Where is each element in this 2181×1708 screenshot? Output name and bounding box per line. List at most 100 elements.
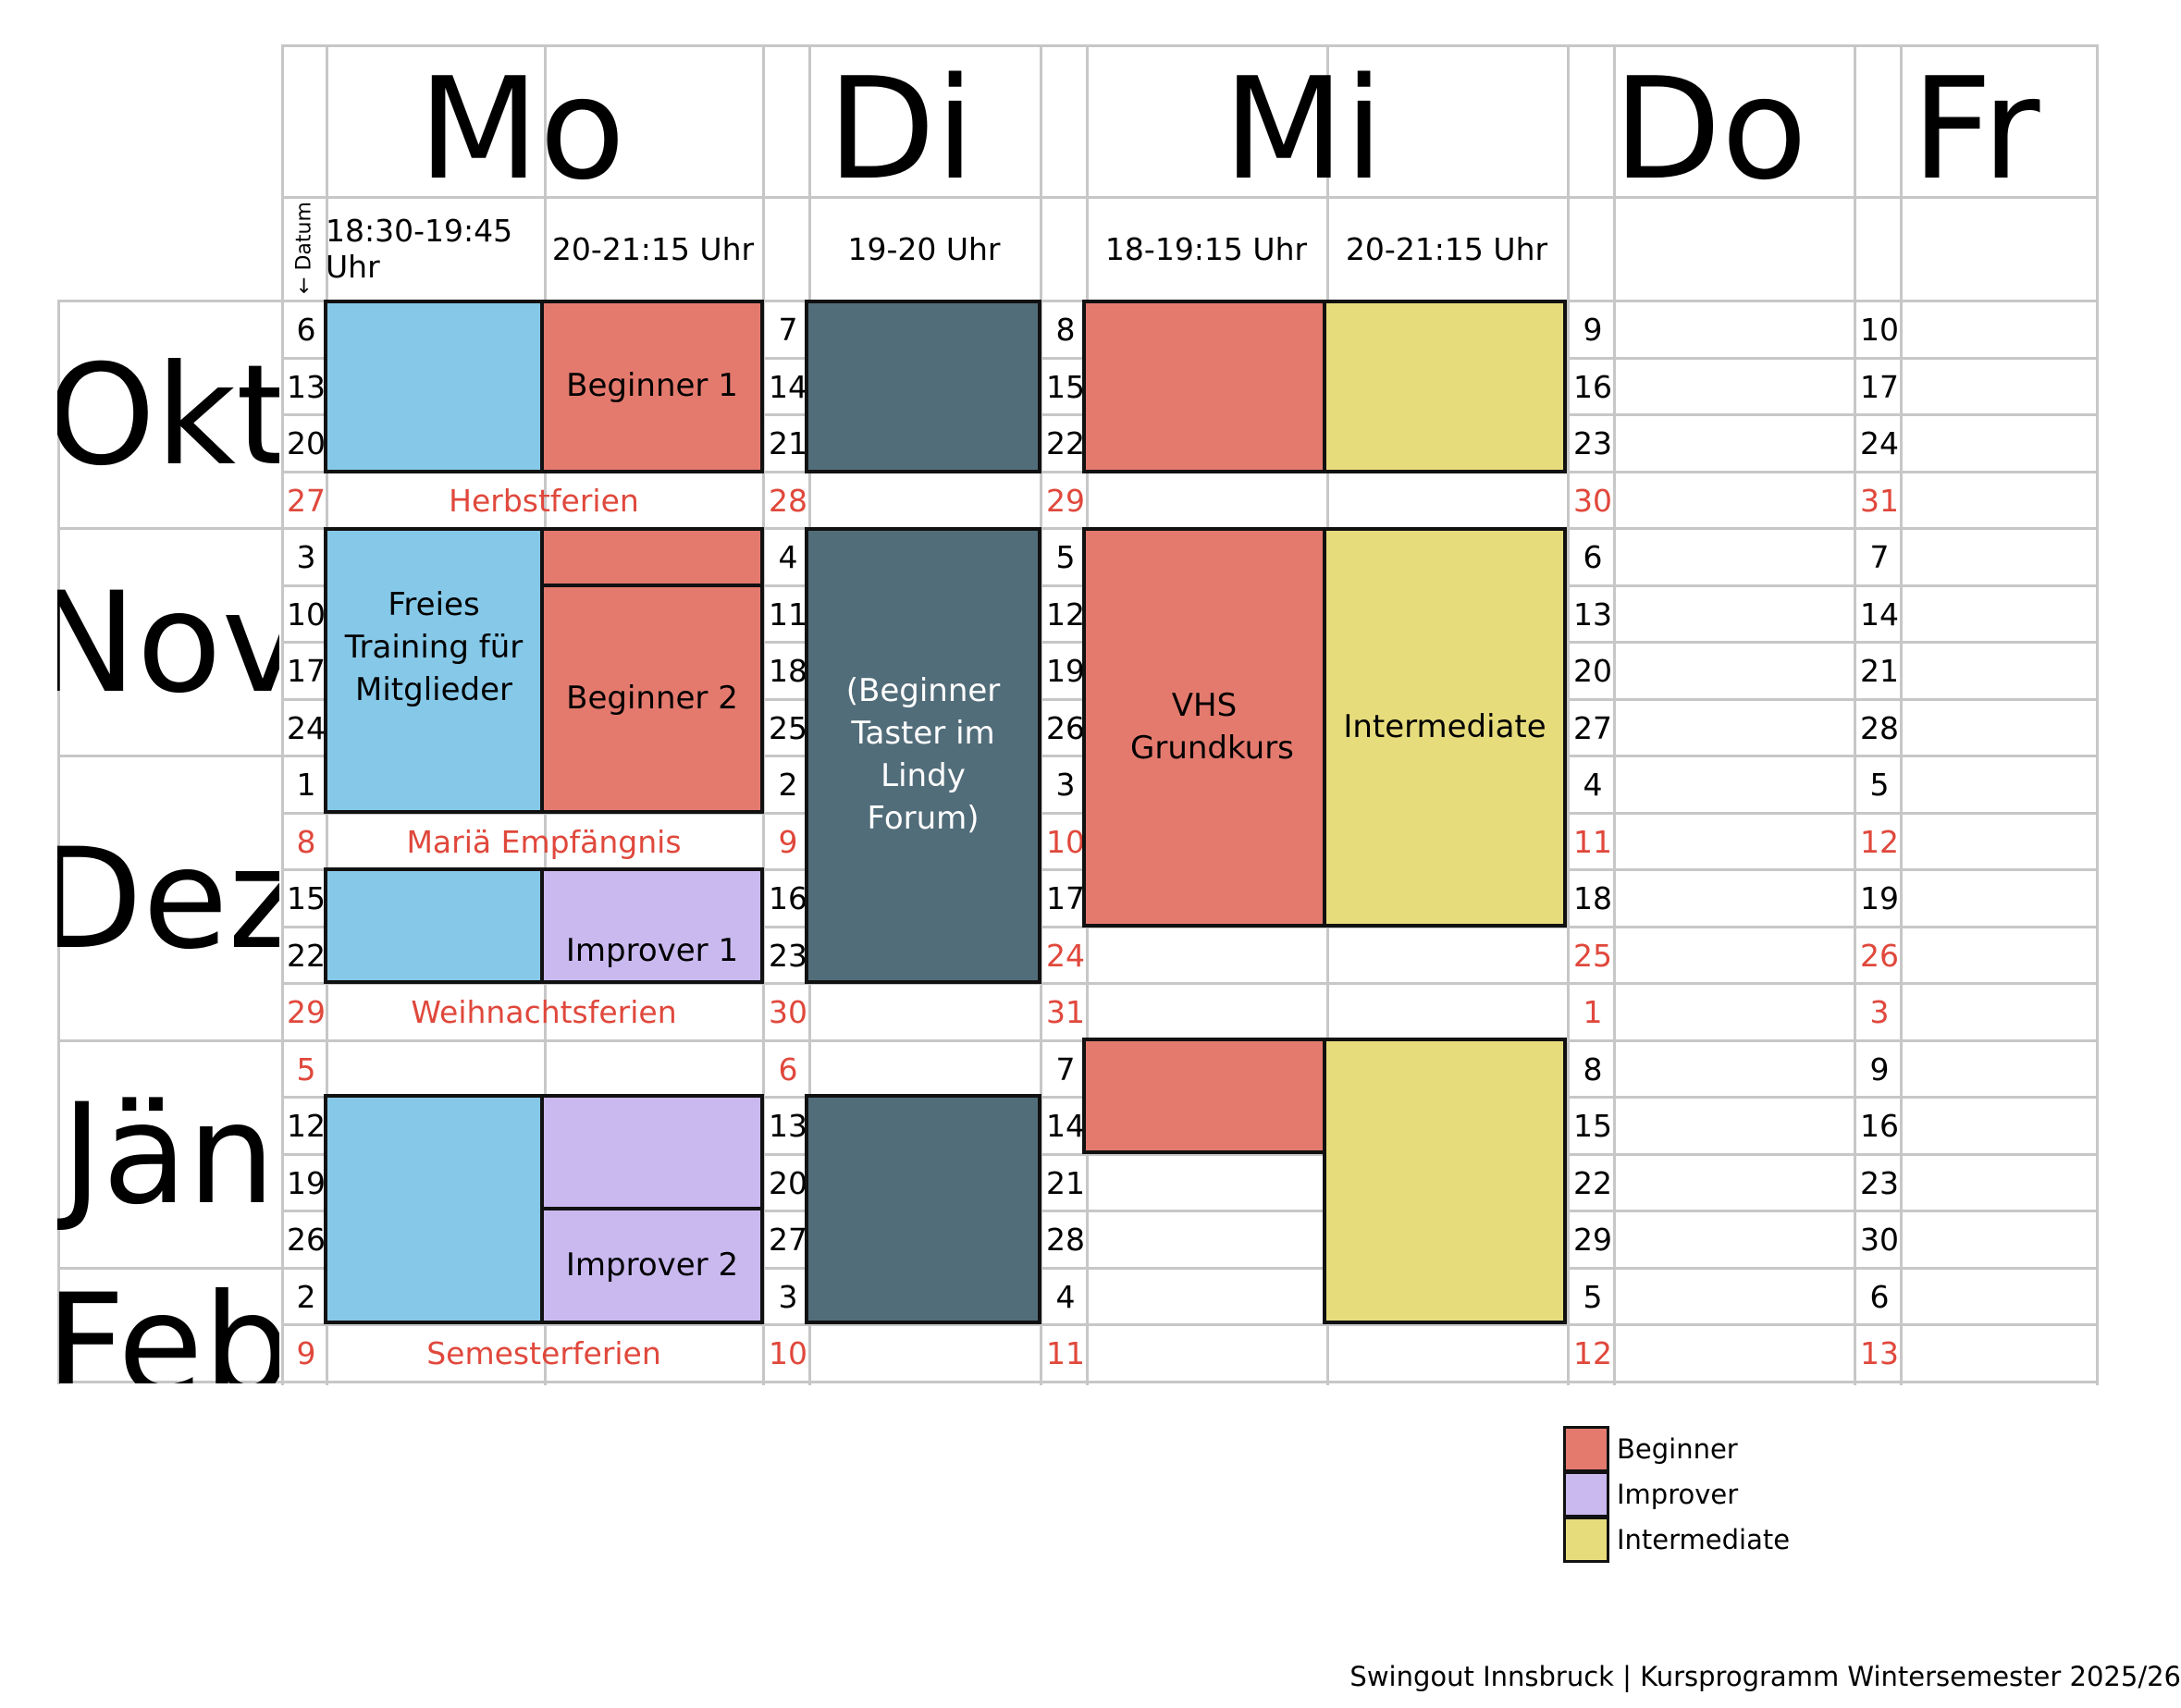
date-di: 14	[769, 368, 807, 405]
date-fr: 26	[1860, 937, 1899, 974]
date-mo: 19	[287, 1164, 326, 1201]
date-do: 20	[1573, 652, 1612, 689]
date-mi: 31	[1046, 993, 1085, 1030]
date-do: 23	[1573, 424, 1612, 461]
date-do: 11	[1573, 823, 1612, 860]
date-mi: 8	[1055, 311, 1076, 348]
date-fr: 19	[1860, 879, 1899, 916]
date-mi: 7	[1055, 1051, 1076, 1087]
legend-improver: Improver	[1563, 1471, 1738, 1518]
grid-line	[1900, 44, 1903, 1385]
legend-swatch-improver	[1563, 1471, 1609, 1518]
date-di: 16	[769, 879, 807, 916]
date-fr: 5	[1869, 766, 1890, 803]
date-mi: 22	[1046, 424, 1085, 461]
beginner-1-block: Beginner 1	[540, 300, 764, 473]
date-mo: 22	[287, 937, 326, 974]
date-mi: 21	[1046, 1164, 1085, 1201]
legend-intermediate: Intermediate	[1563, 1517, 1790, 1563]
day-header-do: Do	[1612, 47, 1808, 211]
date-fr: 9	[1869, 1051, 1890, 1087]
date-do: 13	[1573, 596, 1612, 633]
date-mi: 19	[1046, 652, 1085, 689]
date-di: 7	[778, 311, 798, 348]
date-do: 9	[1583, 311, 1603, 348]
intermediate-block: Intermediate	[1323, 527, 1567, 928]
legend-beginner: Beginner	[1563, 1426, 1738, 1472]
time-mo-1: 18:30-19:45 Uhr	[326, 213, 513, 285]
date-di: 13	[769, 1107, 807, 1144]
date-di: 11	[769, 596, 807, 633]
grid-line	[57, 300, 60, 1384]
time-mi-1: 18-19:15 Uhr	[1104, 230, 1308, 267]
date-fr: 31	[1860, 482, 1899, 519]
grid-line	[281, 44, 284, 1385]
free-training-block-dez	[324, 867, 544, 984]
date-mo: 15	[287, 879, 326, 916]
month-dez: Dez	[57, 819, 279, 980]
grid-line	[57, 1381, 2099, 1383]
holiday-mariae-empfaengnis: Mariä Empfängnis	[406, 823, 682, 860]
date-do: 15	[1573, 1107, 1612, 1144]
date-di: 6	[778, 1051, 798, 1087]
improver-1-block: Improver 1	[540, 867, 764, 984]
grid-line	[1567, 44, 1570, 1385]
date-mi: 14	[1046, 1107, 1085, 1144]
date-mi: 4	[1055, 1278, 1076, 1315]
date-di: 4	[778, 538, 798, 575]
date-mo: 27	[287, 482, 326, 519]
date-do: 6	[1583, 538, 1603, 575]
grid-line	[281, 44, 2099, 47]
date-mi: 10	[1046, 823, 1085, 860]
date-fr: 14	[1860, 596, 1899, 633]
date-do: 5	[1583, 1278, 1603, 1315]
grid-line	[57, 300, 2099, 302]
date-di: 27	[769, 1221, 807, 1258]
date-di: 9	[778, 823, 798, 860]
date-do: 16	[1573, 368, 1612, 405]
date-mi: 17	[1046, 879, 1085, 916]
vhs-block-okt	[1082, 300, 1326, 473]
day-header-mo: Mo	[417, 47, 626, 211]
date-fr: 16	[1860, 1107, 1899, 1144]
free-training-block: Freies Training für Mitglieder	[324, 527, 544, 814]
holiday-weihnachtsferien: Weihnachtsferien	[411, 993, 677, 1030]
date-mi: 15	[1046, 368, 1085, 405]
date-fr: 10	[1860, 311, 1899, 348]
grid-line	[1854, 44, 1856, 1385]
date-di: 20	[769, 1164, 807, 1201]
date-di: 2	[778, 766, 798, 803]
holiday-semesterferien: Semesterferien	[426, 1334, 661, 1371]
date-mo: 6	[296, 311, 316, 348]
date-do: 12	[1573, 1334, 1612, 1371]
date-mi: 3	[1055, 766, 1076, 803]
grid-line	[281, 1153, 2099, 1156]
date-mo: 26	[287, 1221, 326, 1258]
date-mi: 11	[1046, 1334, 1085, 1371]
date-fr: 17	[1860, 368, 1899, 405]
month-feb: Feb	[57, 1269, 279, 1383]
date-di: 3	[778, 1278, 798, 1315]
date-mi: 28	[1046, 1221, 1085, 1258]
grid-line	[57, 1039, 2099, 1042]
improver-2-block: Improver 2	[540, 1207, 764, 1324]
taster-block-jaen	[805, 1094, 1041, 1324]
date-di: 18	[769, 652, 807, 689]
date-do: 1	[1583, 993, 1603, 1030]
date-mo: 12	[287, 1107, 326, 1144]
time-mi-2: 20-21:15 Uhr	[1345, 230, 1548, 267]
date-do: 22	[1573, 1164, 1612, 1201]
time-di: 19-20 Uhr	[847, 230, 1001, 267]
beginner-1-extension-block	[540, 527, 764, 587]
vhs-block-jaen	[1082, 1038, 1326, 1154]
date-fr: 24	[1860, 424, 1899, 461]
date-do: 18	[1573, 879, 1612, 916]
grid-line	[281, 1323, 2099, 1326]
date-mi: 5	[1055, 538, 1076, 575]
month-nov: Nov	[57, 563, 279, 724]
holiday-herbstferien: Herbstferien	[449, 482, 639, 519]
date-fr: 23	[1860, 1164, 1899, 1201]
free-training-block-jaen	[324, 1094, 544, 1324]
vhs-block: VHS Grundkurs	[1082, 527, 1326, 928]
date-mo: 24	[287, 709, 326, 746]
